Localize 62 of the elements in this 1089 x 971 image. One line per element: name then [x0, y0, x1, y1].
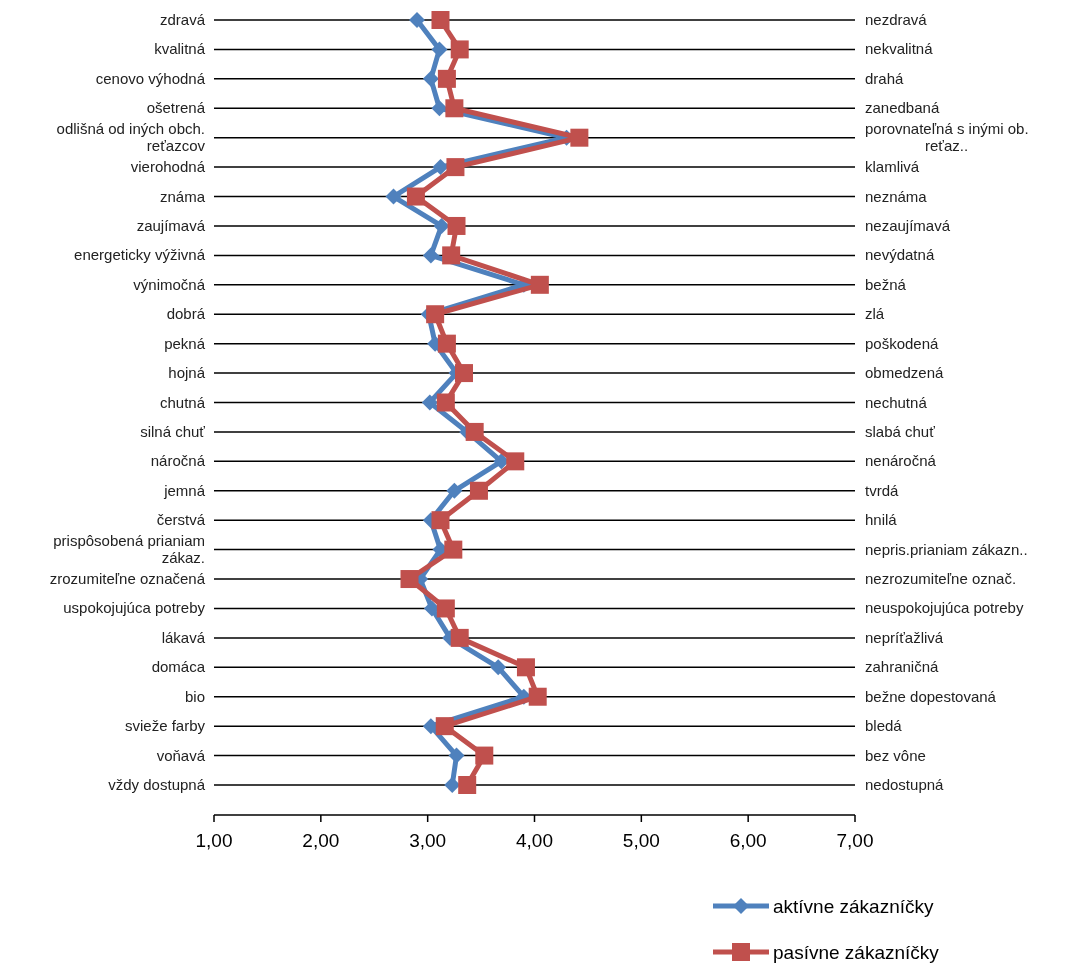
y-tick-label: silná chuť [140, 422, 206, 440]
y2-tick-label: zlá [865, 305, 885, 323]
y2-tick-label: neuspokojujúca potreby [865, 599, 1024, 617]
y-tick-label: výnimočná [133, 275, 206, 293]
y2-tick-label: slabá chuť [865, 422, 936, 440]
y-tick-label: domáca [151, 658, 206, 676]
y2-tick-label: drahá [865, 69, 905, 87]
y2-tick-label: klamlivá [865, 158, 920, 176]
y2-tick-label: nezaujímavá [865, 216, 951, 234]
x-tick-label: 5,00 [622, 830, 660, 851]
y-tick-label: kvalitná [154, 40, 206, 58]
y-tick-label: pekná [164, 334, 206, 352]
y-tick-label: vždy dostupná [108, 776, 206, 793]
x-tick-label: 6,00 [729, 830, 767, 851]
y2-tick-label: bežne dopestovaná [865, 687, 997, 705]
y-tick-label: náročná [150, 452, 206, 470]
y2-tick-label: nekvalitná [865, 40, 934, 58]
x-tick-label: 1,00 [195, 830, 233, 851]
y-tick-label: cenovo výhodná [95, 69, 206, 87]
y-tick-label: hojná [168, 364, 206, 382]
y-tick-label: lákavá [161, 628, 206, 646]
x-tick-label: 2,00 [302, 830, 340, 851]
y-tick-label: energeticky výživná [74, 246, 206, 264]
y-tick-label: zaujímavá [136, 216, 206, 234]
y-tick-label: ošetrená [146, 99, 206, 117]
y-tick-label: bio [184, 687, 205, 705]
y-tick-label: zdravá [159, 11, 206, 28]
y2-tick-label: bežná [865, 275, 907, 293]
y2-tick-label: nenáročná [865, 452, 937, 470]
y2-tick-label: obmedzená [865, 364, 945, 382]
y-tick-label: vierohodná [130, 158, 206, 176]
y-tick-label: uspokojujúca potreby [63, 599, 206, 617]
y2-tick-label: nedostupná [865, 776, 945, 793]
y2-tick-label: poškodená [865, 334, 940, 352]
y2-tick-label: bledá [865, 717, 903, 735]
y2-tick-label: neznáma [865, 187, 928, 205]
y-tick-label: prispôsobená prianiam zákaz. [53, 532, 205, 567]
y-tick-label: zrozumiteľne označená [49, 570, 206, 588]
y2-tick-label: bez vône [865, 746, 926, 764]
x-tick-label: 3,00 [409, 830, 447, 851]
y2-tick-label: hnilá [865, 511, 898, 529]
legend-label: aktívne zákazníčky [773, 896, 935, 917]
y2-tick-label: porovnateľná s inými ob. reťaz.. [865, 120, 1029, 155]
y2-tick-label: nepris.prianiam zákazn.. [865, 540, 1028, 558]
y2-tick-label: nechutná [865, 393, 928, 411]
x-tick-label: 7,00 [836, 830, 874, 851]
x-tick-label: 4,00 [516, 830, 553, 851]
y2-tick-label: tvrdá [865, 481, 899, 499]
y-tick-label: dobrá [166, 305, 206, 323]
y-tick-label: voňavá [156, 746, 206, 764]
y2-tick-label: zanedbaná [865, 99, 940, 117]
y2-tick-label: nezdravá [865, 11, 928, 28]
y-tick-label: známa [159, 187, 206, 205]
y2-tick-label: zahraničná [865, 658, 940, 676]
y2-tick-label: nezrozumiteľne označ. [865, 570, 1017, 588]
y-tick-label: čerstvá [156, 511, 206, 529]
y2-tick-label: nepríťažlivá [865, 628, 944, 646]
legend-label: pasívne zákazníčky [773, 942, 940, 963]
y-tick-label: svieže farby [124, 717, 206, 735]
y2-tick-label: nevýdatná [865, 246, 935, 264]
y-tick-label: chutná [159, 393, 206, 411]
y-tick-label: jemná [163, 481, 206, 499]
